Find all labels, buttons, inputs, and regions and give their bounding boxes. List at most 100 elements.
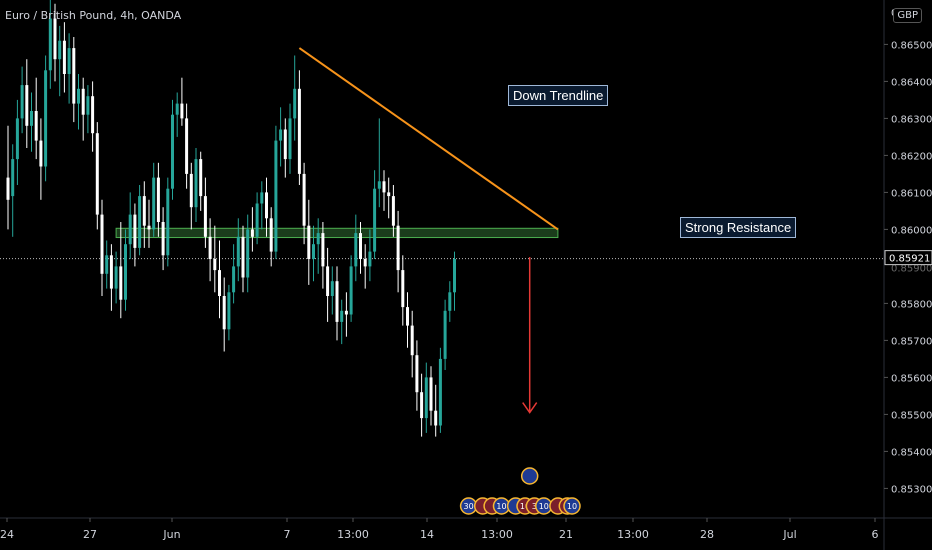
candle <box>58 25 62 97</box>
candle <box>335 266 339 341</box>
candle-body <box>269 218 273 252</box>
candle <box>377 118 381 208</box>
resistance-zone <box>115 227 559 239</box>
candle <box>152 162 156 237</box>
candle-body <box>44 70 48 167</box>
candle-body <box>227 292 231 330</box>
candle-body <box>283 129 287 160</box>
candle-body <box>222 296 226 330</box>
candle <box>203 177 207 248</box>
candle <box>415 340 419 411</box>
candle <box>95 122 99 230</box>
candle <box>410 310 414 378</box>
candle-body <box>377 181 381 189</box>
time-tick-label: 7 <box>284 528 291 541</box>
candle-body <box>410 325 414 356</box>
time-tick-label: 21 <box>559 528 573 541</box>
candle-body <box>396 225 400 271</box>
candle <box>302 162 306 245</box>
candle <box>86 85 90 134</box>
price-tick-label: 0.86400 <box>891 77 932 88</box>
candle-body <box>72 48 76 104</box>
candle-body <box>424 377 428 419</box>
candle-body <box>448 292 452 311</box>
candle <box>100 199 104 296</box>
candle-body <box>302 173 306 226</box>
time-tick-label: 13:00 <box>617 528 649 541</box>
candle-body <box>105 255 109 274</box>
event-icon-label: 10 <box>539 502 549 511</box>
candle <box>25 59 29 148</box>
candle-body <box>330 281 334 296</box>
currency-button[interactable]: GBP <box>893 8 922 23</box>
candle-body <box>119 266 123 300</box>
candle <box>185 103 189 189</box>
strong-resistance-label: Strong Resistance <box>680 217 797 239</box>
candle <box>373 170 377 259</box>
candle-body <box>443 310 447 359</box>
time-tick-label: 6 <box>872 528 879 541</box>
price-tick-label: 0.85800 <box>891 299 932 310</box>
candle-body <box>62 40 66 74</box>
price-tick-label: 0.85300 <box>891 484 932 495</box>
candle-body <box>420 392 424 419</box>
candle <box>236 218 240 282</box>
candle <box>6 125 10 230</box>
candle-body <box>20 85 24 119</box>
candle <box>354 214 358 282</box>
candle-body <box>213 259 217 271</box>
candle <box>312 225 315 282</box>
candle-body <box>109 255 113 289</box>
candle <box>62 22 66 93</box>
candle <box>232 244 236 304</box>
candle <box>340 299 344 345</box>
candle-body <box>199 159 203 197</box>
candle <box>401 255 405 326</box>
time-tick-label: 13:00 <box>337 528 369 541</box>
candle <box>429 366 433 426</box>
candle <box>81 77 85 141</box>
down-trendline <box>298 47 559 231</box>
down-arrow-head <box>522 402 538 414</box>
candle-body <box>354 233 358 267</box>
eu-event-icon[interactable]: 10 <box>563 497 581 515</box>
eu-event-icon[interactable] <box>520 467 539 485</box>
candle <box>434 384 438 437</box>
candle <box>175 92 179 137</box>
time-tick-label: Jun <box>162 528 180 541</box>
down-trendline-label: Down Trendline <box>508 85 609 106</box>
candle-body <box>401 270 405 308</box>
candle <box>307 199 311 285</box>
candle <box>138 185 142 256</box>
candle-body <box>6 177 10 200</box>
candle <box>20 66 24 134</box>
candle <box>246 214 250 293</box>
candle <box>199 151 203 211</box>
candle-body <box>48 18 52 71</box>
price-tick-label: 0.85400 <box>891 447 932 458</box>
candle-body <box>382 181 386 193</box>
candle <box>297 70 301 185</box>
candle-body <box>91 96 95 134</box>
candle-body <box>100 214 104 274</box>
candle-body <box>15 118 19 160</box>
candle <box>53 3 57 82</box>
candle <box>227 284 231 341</box>
candle-body <box>293 88 297 119</box>
candle-body <box>297 88 301 174</box>
candle-body <box>368 251 372 267</box>
candle-body <box>387 192 391 197</box>
candle-body <box>175 103 179 115</box>
candle-body <box>255 203 259 237</box>
candle <box>218 240 221 319</box>
candle-body <box>316 233 320 245</box>
event-icon-label: 3 <box>532 502 537 511</box>
candle-body <box>114 266 118 289</box>
candle <box>15 99 19 185</box>
candle <box>326 247 330 322</box>
candle <box>34 77 38 160</box>
candle <box>171 99 174 200</box>
candle <box>448 281 452 322</box>
candle-body <box>30 111 33 126</box>
